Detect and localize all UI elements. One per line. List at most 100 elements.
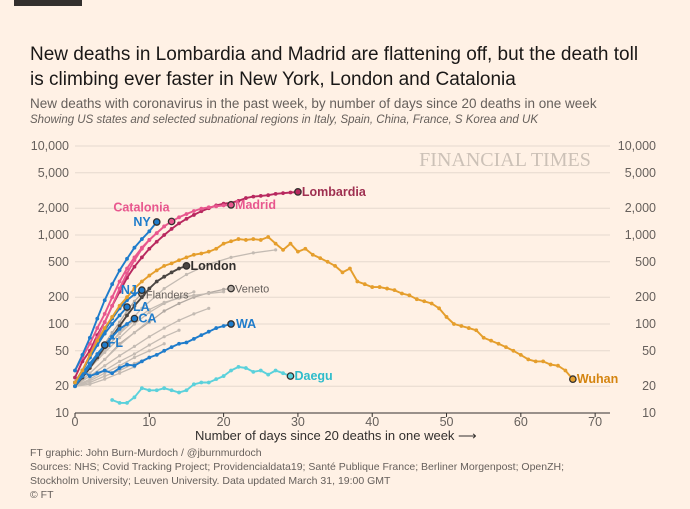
chart-subtitle: New deaths with coronavirus in the past … <box>30 96 597 111</box>
data-point <box>117 320 122 324</box>
data-point <box>221 374 226 378</box>
series-points-daegu <box>110 364 293 405</box>
data-point <box>556 363 560 368</box>
data-point <box>496 341 501 346</box>
data-point <box>110 315 115 319</box>
data-point <box>147 238 152 242</box>
data-point <box>296 249 300 254</box>
x-tick-label: 60 <box>514 415 528 429</box>
y-tick-label-right: 200 <box>635 290 656 304</box>
data-point <box>87 363 92 368</box>
data-point <box>110 295 115 300</box>
data-point <box>504 345 508 350</box>
data-point <box>162 286 166 291</box>
data-point <box>273 191 278 196</box>
y-tick-label-left: 2,000 <box>38 201 69 215</box>
data-point <box>177 296 181 300</box>
data-point <box>95 371 100 376</box>
data-point <box>103 357 107 362</box>
data-point <box>110 331 114 335</box>
data-point <box>214 377 219 382</box>
data-point <box>154 268 159 273</box>
data-point <box>132 363 137 368</box>
data-point <box>154 352 159 357</box>
data-point <box>139 255 144 260</box>
data-point <box>110 282 115 287</box>
data-point <box>236 198 241 203</box>
footer: FT graphic: John Burn-Murdoch / @jburnmu… <box>30 446 564 502</box>
series-line-london <box>74 265 187 387</box>
x-axis-arrow: ⟶ <box>458 428 477 443</box>
series-endpoint-lombardia <box>294 188 302 196</box>
data-point <box>526 357 531 362</box>
data-point <box>214 246 219 251</box>
x-tick-label: 70 <box>588 415 602 429</box>
data-point <box>147 335 151 339</box>
data-point <box>103 374 107 378</box>
data-point <box>177 301 181 306</box>
data-point <box>80 368 85 373</box>
data-point <box>117 400 122 405</box>
data-point <box>444 315 449 319</box>
y-tick-label-left: 10 <box>55 406 69 420</box>
data-point <box>117 336 122 340</box>
title-line-1: New deaths in Lombardia and Madrid are f… <box>30 44 639 65</box>
y-tick-label-left: 50 <box>55 344 69 358</box>
data-point <box>117 359 122 363</box>
data-point <box>541 359 546 364</box>
data-point <box>162 233 167 237</box>
data-point <box>147 273 152 278</box>
ft-top-bar <box>14 0 82 6</box>
data-point <box>281 191 285 196</box>
data-point <box>103 371 107 375</box>
data-point <box>125 322 129 326</box>
data-point <box>132 355 137 360</box>
data-point <box>102 298 107 303</box>
data-point <box>117 371 122 375</box>
data-point <box>117 354 122 358</box>
data-point <box>147 246 152 251</box>
data-point <box>273 241 278 246</box>
footer-sources: Sources: NHS; Covid Tracking Project; Pr… <box>30 461 565 473</box>
x-tick-label: 20 <box>217 415 231 429</box>
series-line-daegu <box>111 365 291 404</box>
y-tick-label-left: 10,000 <box>31 139 69 153</box>
data-point <box>177 221 181 226</box>
data-point <box>132 286 137 291</box>
series-endpoint-wa <box>227 320 235 328</box>
data-point <box>177 215 181 220</box>
data-point <box>132 331 137 335</box>
data-point <box>103 364 107 368</box>
data-point <box>244 366 248 370</box>
data-point <box>125 400 129 405</box>
data-point <box>548 362 553 367</box>
data-point <box>87 374 92 378</box>
footer-credit: FT graphic: John Burn-Murdoch / @jburnmu… <box>30 447 262 459</box>
data-point <box>199 380 204 385</box>
data-point <box>147 355 152 360</box>
data-point <box>511 348 516 353</box>
data-point <box>139 295 144 300</box>
data-point <box>258 368 263 373</box>
data-point <box>310 252 315 257</box>
data-point <box>88 371 92 375</box>
data-point <box>147 310 151 315</box>
data-point <box>169 261 174 266</box>
series-label-veneto: Veneto <box>235 284 269 296</box>
data-point <box>110 303 115 308</box>
data-point <box>73 375 77 380</box>
data-point <box>125 256 129 261</box>
x-tick-label: 30 <box>291 415 305 429</box>
data-point <box>258 193 263 198</box>
series-line-grey-4 <box>74 329 180 387</box>
y-tick-label-left: 20 <box>55 379 69 393</box>
data-point <box>281 248 285 252</box>
data-point <box>154 239 159 244</box>
data-point <box>162 309 166 313</box>
data-point <box>95 316 100 321</box>
data-point <box>407 293 412 298</box>
data-point <box>244 238 248 242</box>
y-tick-label-right: 50 <box>642 344 656 358</box>
y-tick-label-left: 200 <box>48 290 69 304</box>
data-point <box>102 368 107 373</box>
